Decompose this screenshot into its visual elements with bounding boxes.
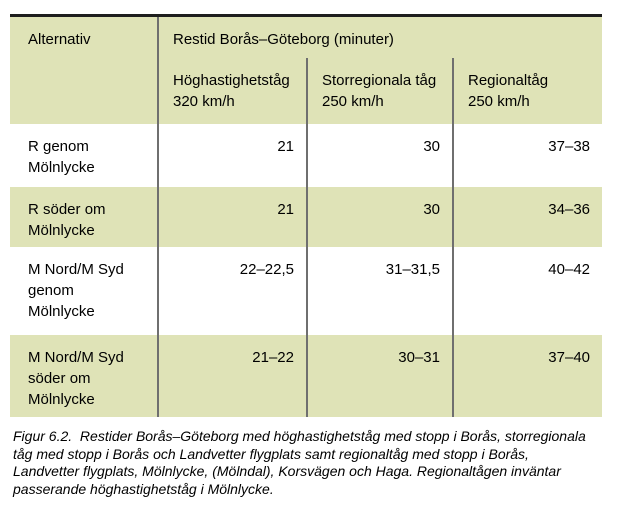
table-row: M Nord/M Syd söder om Mölnlycke 21–22 30… [10, 334, 603, 417]
header-storregionala-tag: Storregionala tåg 250 km/h [306, 57, 453, 124]
row-label-cell: R söder om Mölnlycke [28, 200, 106, 239]
row-label-cell: R genom Mölnlycke [28, 137, 95, 176]
value-cell: 31–31,5 [306, 246, 453, 335]
header-regionaltag: Regionaltåg 250 km/h [451, 57, 603, 124]
table-row: R söder om Mölnlycke 21 30 34–36 [10, 186, 603, 247]
value-cell: 30–31 [306, 334, 453, 417]
value-cell: 30 [306, 123, 453, 187]
header-restid-group: Restid Borås–Göteborg (minuter) [156, 15, 603, 58]
row-label-cell: M Nord/M Syd genom Mölnlycke [28, 260, 124, 320]
value-cell: 34–36 [451, 186, 603, 247]
table-row: R genom Mölnlycke 21 30 37–38 [10, 123, 603, 187]
value-cell: 37–38 [451, 123, 603, 187]
table-row: M Nord/M Syd genom Mölnlycke 22–22,5 31–… [10, 246, 603, 335]
travel-time-table: Alternativ Restid Borås–Göteborg (minute… [10, 14, 603, 417]
value-cell: 21 [157, 123, 307, 187]
header-row-group: Alternativ Restid Borås–Göteborg (minute… [10, 15, 603, 124]
row-label-cell: M Nord/M Syd söder om Mölnlycke [28, 348, 124, 408]
value-cell: 40–42 [451, 246, 603, 335]
figure-caption: Figur 6.2. Restider Borås–Göteborg med h… [13, 428, 586, 497]
value-cell: 22–22,5 [157, 246, 307, 335]
header-hoghastighetstag: Höghastighetståg 320 km/h [157, 57, 307, 124]
value-cell: 21–22 [157, 334, 307, 417]
value-cell: 37–40 [451, 334, 603, 417]
value-cell: 30 [306, 186, 453, 247]
header-alternativ: Alternativ [10, 15, 158, 124]
value-cell: 21 [157, 186, 307, 247]
header-row-subcolumns: Höghastighetståg 320 km/h Storregionala … [10, 57, 603, 124]
